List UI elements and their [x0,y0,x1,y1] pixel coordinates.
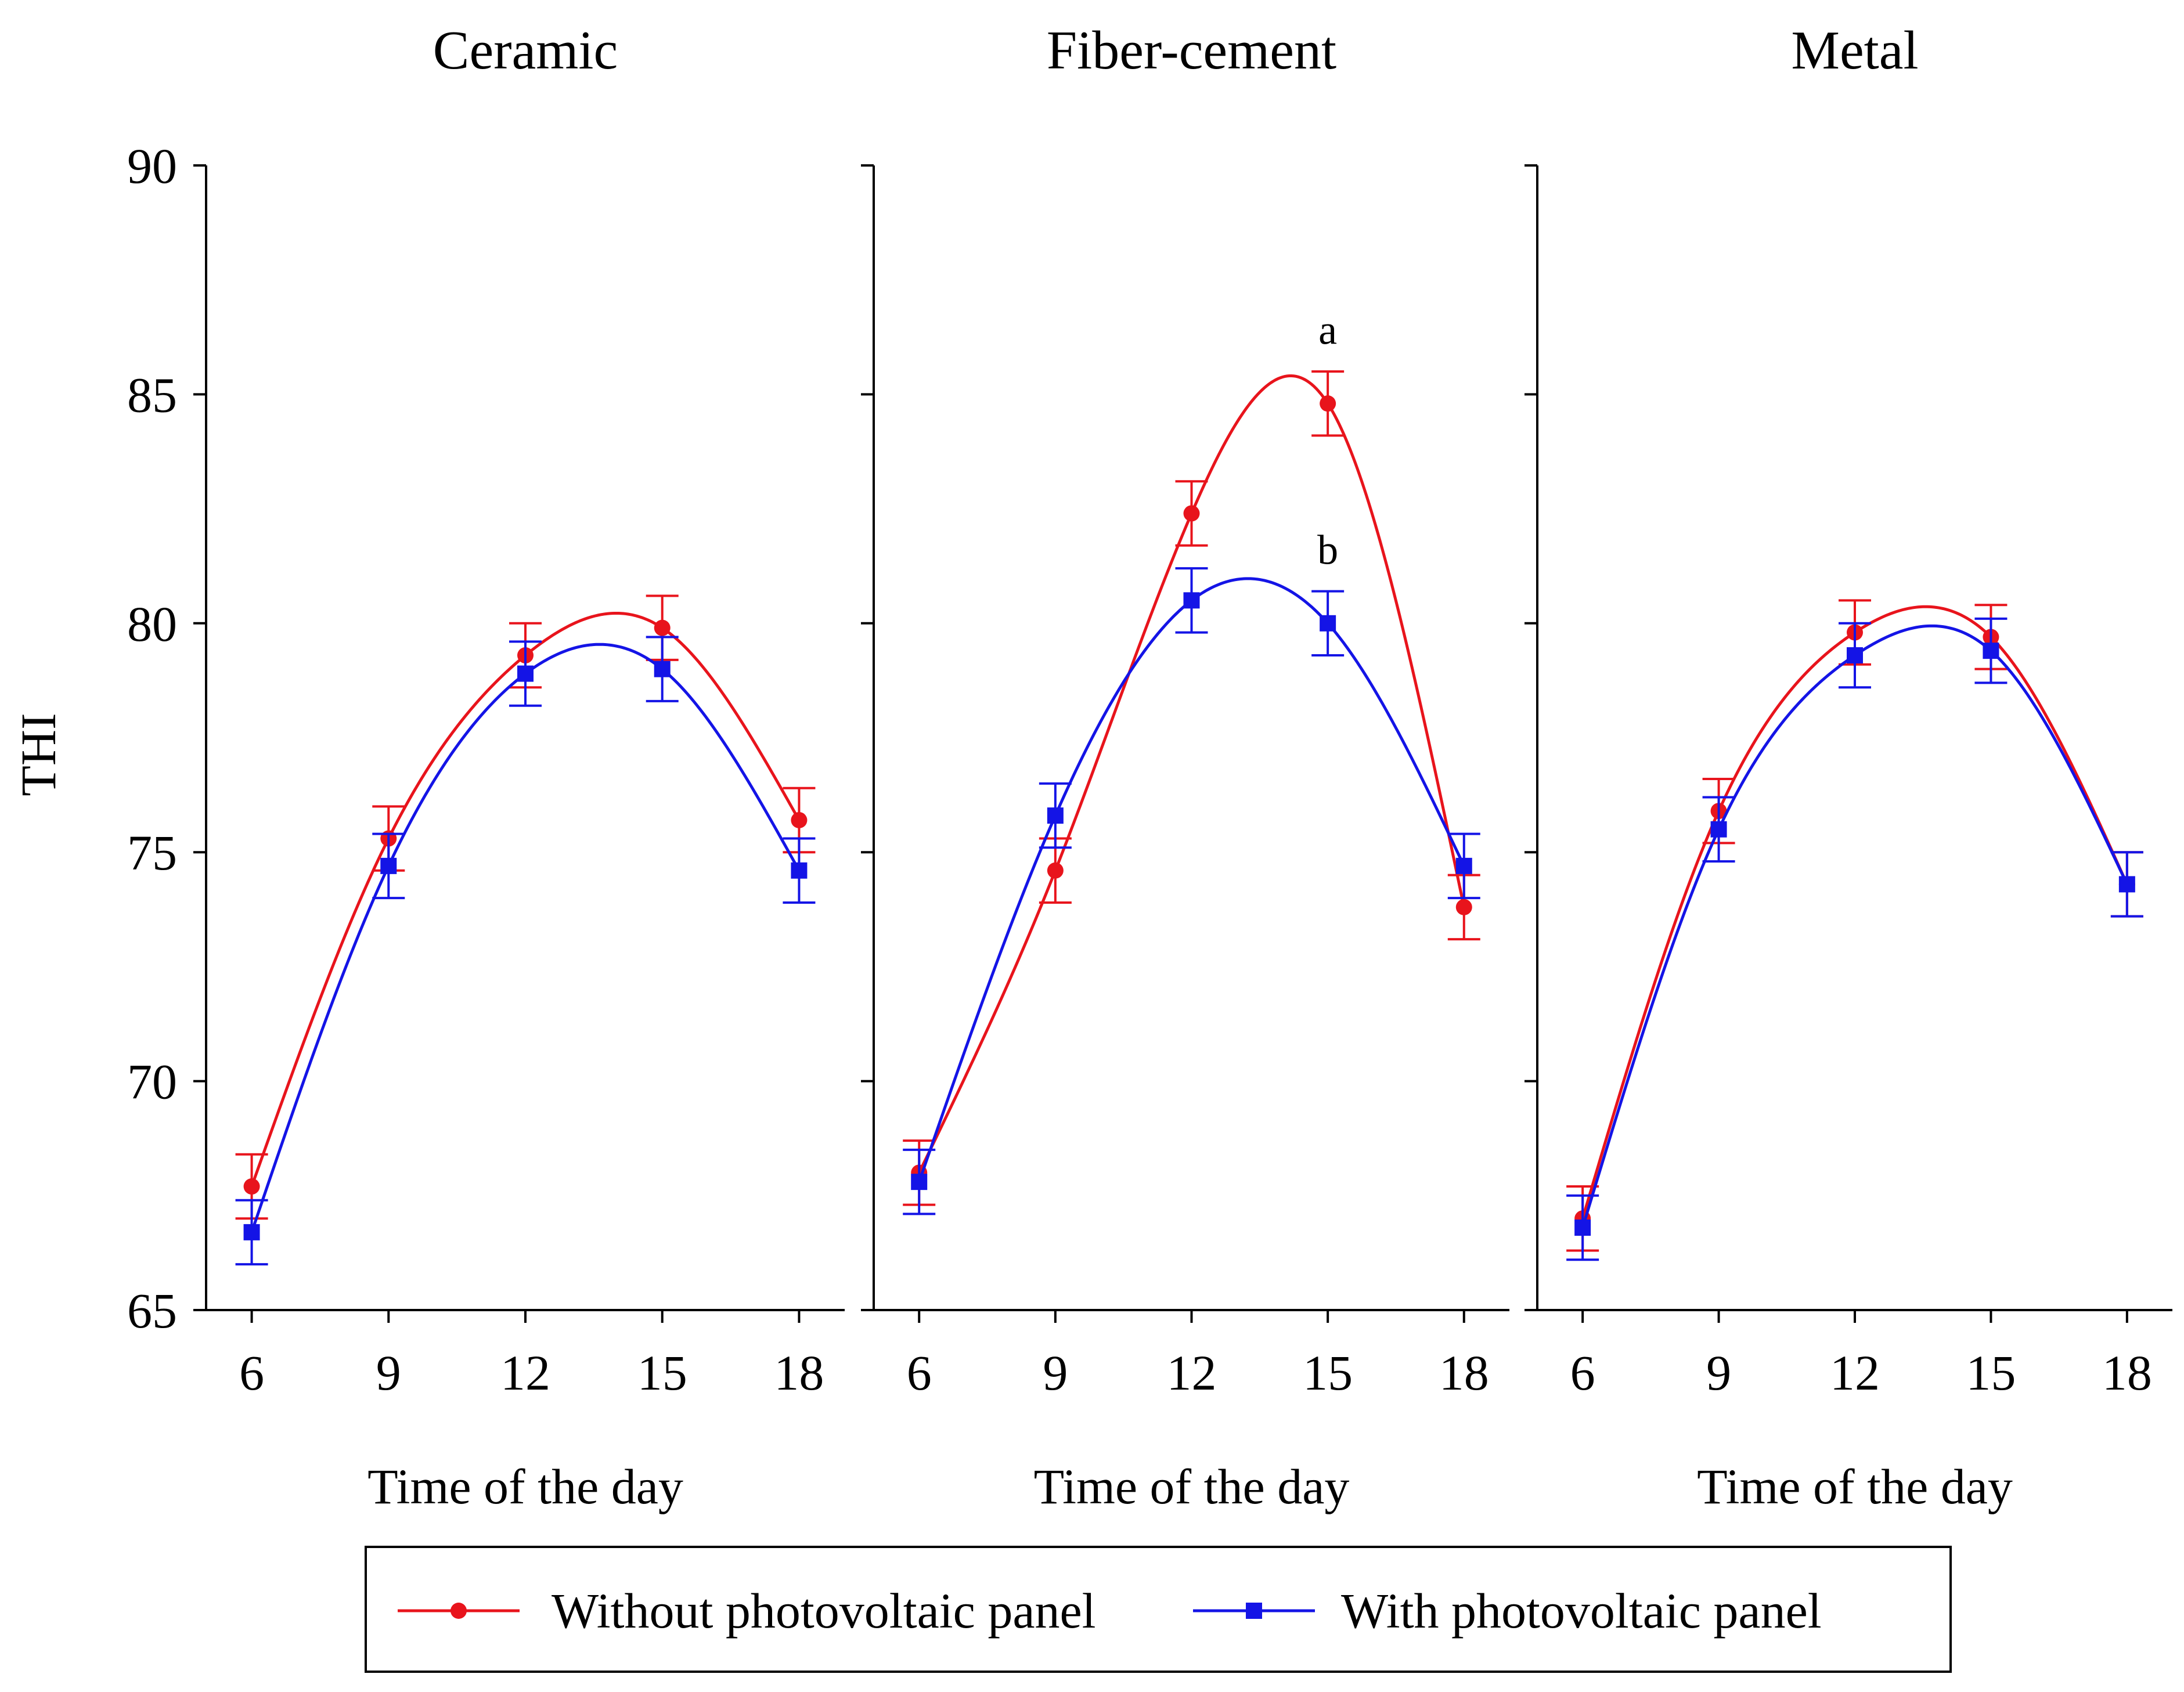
x-tick-label: 6 [1570,1345,1595,1401]
x-tick-label: 6 [907,1345,932,1401]
panel-0: Ceramic 65 70 75 80 85 90 6 9 12 15 18 Time of the d… [127,20,845,1514]
data-point [911,1174,928,1190]
x-tick-label: 9 [1706,1345,1731,1401]
x-axis-title: Time of the day [1697,1459,2013,1514]
y-tick-label: 75 [127,825,177,881]
y-tick-label: 90 [127,138,177,194]
legend: Without photovoltaic panel With photovol… [365,1546,1952,1673]
x-tick-label: 18 [2102,1345,2152,1401]
data-point [243,1178,260,1195]
series-without-pv [1566,599,2143,1252]
data-point [517,665,534,682]
series-line [1581,605,2129,1219]
x-tick-label: 12 [500,1345,550,1401]
series-with-pv [1566,617,2143,1261]
y-tick-label: 70 [127,1054,177,1110]
x-axis-title: Time of the day [1034,1459,1350,1514]
series-with-pv [903,567,1480,1215]
data-point [1047,862,1064,879]
data-point [1183,505,1200,522]
x-tick-label: 15 [1303,1345,1353,1401]
x-tick-label: 12 [1830,1345,1880,1401]
data-point [1574,1220,1591,1236]
data-point [1983,643,1999,659]
x-tick-label: 6 [239,1345,264,1401]
series-with-pv [235,636,816,1266]
panel-title: Ceramic [433,20,618,81]
series-line [250,643,801,1233]
data-point [1847,647,1863,664]
x-tick-label: 9 [1043,1345,1068,1401]
data-point [654,619,671,636]
x-axis-title: Time of the day [367,1459,683,1514]
x-tick-label: 18 [1439,1345,1489,1401]
data-point [1183,592,1200,609]
panel-title: Metal [1791,20,1918,81]
panel-title: Fiber-cement [1047,20,1336,81]
data-point [1320,395,1336,412]
legend-without-label: Without photovoltaic panel [552,1583,1096,1639]
x-tick-label: 9 [376,1345,401,1401]
data-point [380,857,397,874]
annotation-label: b [1317,526,1338,573]
panel-2: Metal 6 9 12 15 18 Time of the day [1525,20,2172,1514]
annotation-label: a [1318,307,1337,353]
x-tick-label: 15 [637,1345,687,1401]
data-point [1455,857,1472,874]
legend-with-marker [1246,1603,1262,1619]
data-point [243,1224,260,1240]
data-point [791,811,808,828]
series-line [917,577,1466,1182]
data-point [2118,876,2135,893]
series-without-pv [903,370,1480,1206]
y-tick-label: 80 [127,596,177,652]
panel-1: Fiber-cement 6 9 12 15 18 Time of the day a b [861,20,1509,1514]
x-tick-label: 15 [1966,1345,2016,1401]
legend-without-marker [451,1603,467,1619]
y-tick-label: 85 [127,367,177,423]
x-tick-label: 18 [774,1345,824,1401]
data-point [1320,615,1336,632]
legend-box [365,1546,1952,1673]
data-point [1047,807,1064,824]
x-tick-label: 12 [1167,1345,1217,1401]
data-point [654,661,671,677]
y-axis-title: THI [10,713,66,796]
data-point [1710,821,1727,838]
y-tick-label: 65 [127,1283,177,1339]
data-point [791,862,808,879]
data-point [1455,899,1472,915]
legend-with-label: With photovoltaic panel [1341,1583,1822,1639]
